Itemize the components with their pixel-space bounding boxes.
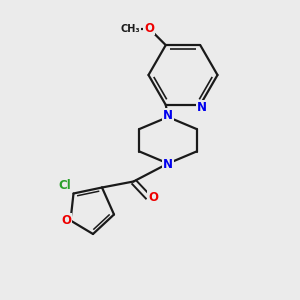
Text: O: O [148,191,158,204]
Text: N: N [163,158,173,172]
Text: O: O [144,22,154,34]
Text: CH₃: CH₃ [120,24,140,34]
Text: N: N [163,109,173,122]
Text: Cl: Cl [58,178,71,192]
Text: N: N [197,101,207,114]
Text: O: O [61,214,71,227]
